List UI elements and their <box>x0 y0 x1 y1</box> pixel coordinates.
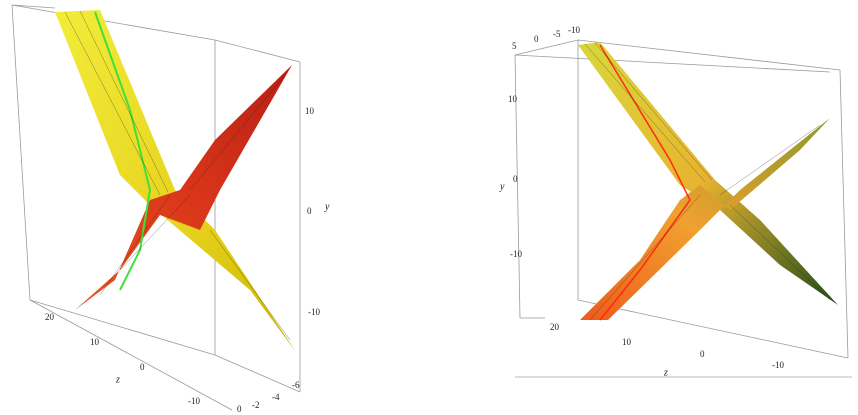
z-tick-label: 20 <box>550 322 560 332</box>
z-axis-label: z <box>663 367 668 378</box>
y-tick-label: -10 <box>308 307 320 317</box>
x-tick-label: 0 <box>237 404 242 414</box>
z-tick-label: 0 <box>700 349 705 359</box>
z-tick-label: 10 <box>90 337 100 347</box>
x-tick-label: -10 <box>568 25 580 35</box>
surface-red <box>75 65 292 310</box>
x-tick-label: -4 <box>272 392 280 402</box>
y-tick-label: 0 <box>307 206 312 216</box>
plot-left: 10 0 -10 y 20 10 0 -10 z 0 -2 -4 -6 <box>11 4 330 414</box>
z-tick-label: 0 <box>140 362 145 372</box>
surface-yellow <box>55 10 296 352</box>
y-tick-label: 0 <box>513 174 518 184</box>
plot-right: 5 0 -5 -10 10 0 -10 y 20 10 0 -10 z <box>499 25 852 378</box>
bounding-box <box>514 39 849 359</box>
x-tick-label: 0 <box>534 34 539 44</box>
z-tick-label: 10 <box>622 337 632 347</box>
y-tick-label: -10 <box>510 249 522 259</box>
green-curve <box>94 11 152 291</box>
x-tick-label: -5 <box>553 29 561 39</box>
x-tick-label: -6 <box>292 380 300 390</box>
x-tick-label: 5 <box>512 41 517 51</box>
red-curve <box>599 44 691 321</box>
x-tick-label: -2 <box>252 400 260 410</box>
y-tick-label: 10 <box>508 94 518 104</box>
surface-orange <box>580 118 830 320</box>
surface-yellow <box>578 42 838 305</box>
z-tick-label: -10 <box>188 396 200 406</box>
z-tick-label: 20 <box>45 312 55 322</box>
y-axis-label: y <box>324 201 330 212</box>
mesh <box>584 42 831 321</box>
y-tick-label: 10 <box>305 106 315 116</box>
z-axis-label: z <box>115 374 120 385</box>
y-axis-label: y <box>499 181 505 192</box>
mesh <box>64 10 291 341</box>
z-tick-label: -10 <box>772 360 784 370</box>
